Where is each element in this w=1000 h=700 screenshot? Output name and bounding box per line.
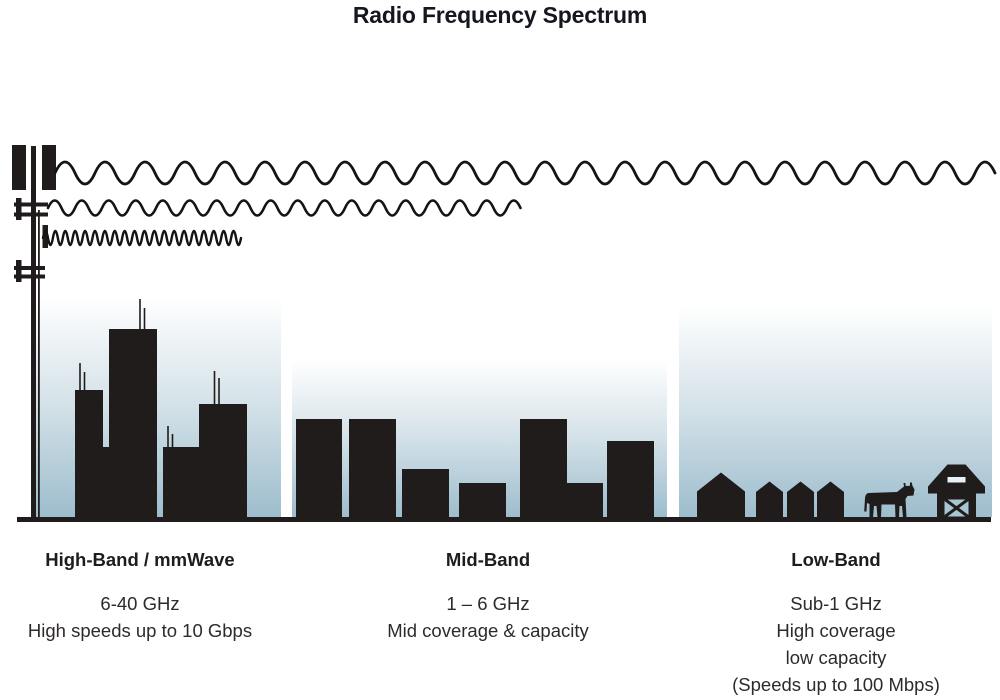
house-icon (756, 481, 783, 518)
rural-farm-scene (697, 464, 985, 520)
spectrum-illustration (12, 145, 997, 522)
low-band-label-group: Low-Band Sub-1 GHz High coverage low cap… (711, 549, 961, 695)
mid-band-range: 1 – 6 GHz (446, 593, 530, 614)
mid-band-detail: Mid coverage & capacity (387, 620, 589, 641)
high-band-range: 6-40 GHz (100, 593, 180, 614)
city-skyline-icon (75, 299, 247, 518)
house-icon (817, 481, 844, 518)
radio-wave-short-icon (41, 229, 243, 247)
low-band-detail: High coverage (776, 620, 896, 641)
house-icon (787, 481, 814, 518)
ground-line (17, 517, 991, 522)
low-band-range: Sub-1 GHz (790, 593, 882, 614)
mid-band-label-group: Mid-Band 1 – 6 GHz Mid coverage & capaci… (363, 549, 613, 641)
midrise-buildings-icon (296, 419, 654, 518)
high-band-detail: High speeds up to 10 Gbps (27, 620, 253, 641)
radio-wave-long-icon (53, 160, 997, 186)
high-band-title: High-Band / mmWave (45, 549, 235, 570)
house-icon (697, 472, 745, 518)
radio-wave-medium-icon (46, 199, 522, 217)
barn-icon (928, 464, 985, 520)
low-band-title: Low-Band (791, 549, 881, 570)
low-band-detail: low capacity (785, 647, 887, 668)
cell-tower-icon (12, 145, 56, 518)
page-title: Radio Frequency Spectrum (352, 2, 648, 28)
low-band-detail: (Speeds up to 100 Mbps) (732, 674, 940, 695)
mid-band-title: Mid-Band (445, 549, 531, 570)
high-band-label-group: High-Band / mmWave 6-40 GHz High speeds … (15, 549, 265, 641)
cow-icon (864, 482, 915, 518)
